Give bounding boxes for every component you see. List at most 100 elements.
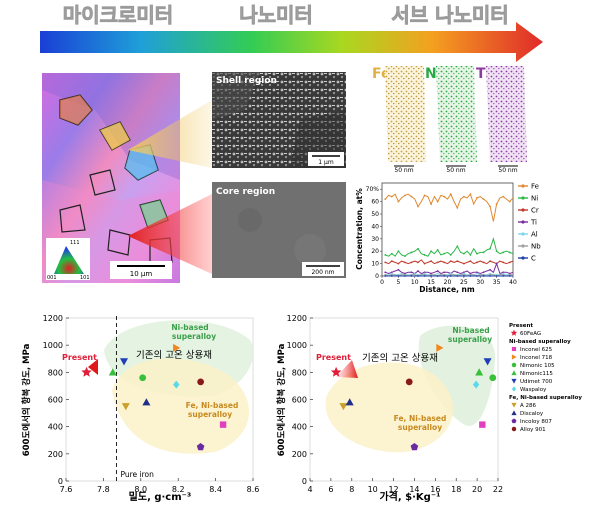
price-xtick-label: 14	[409, 485, 419, 494]
price-xtick-label: 10	[368, 485, 378, 494]
price-ytick-label: 1000	[287, 341, 307, 350]
conc-point-al	[456, 273, 459, 276]
price-ytick-label: 400	[292, 423, 307, 432]
conc-point-cr	[482, 261, 485, 264]
ipf-label-right: 101	[80, 275, 90, 281]
conc-point-ni	[397, 250, 400, 253]
core-region-title: Core region	[216, 187, 275, 197]
conc-point-nb	[489, 273, 491, 276]
conc-point-ni	[476, 252, 478, 255]
density-xtick-label: 8.4	[209, 485, 222, 494]
conc-point-fe	[456, 206, 459, 209]
conc-point-c	[390, 275, 393, 277]
conc-point-ni	[430, 250, 433, 253]
conc-xtick-label: 15	[427, 279, 435, 286]
conc-point-c	[456, 275, 459, 277]
conc-point-al	[462, 272, 465, 275]
conc-ytick-label: 20	[371, 248, 379, 255]
conc-point-ni	[404, 255, 406, 258]
conc-point-cr	[476, 261, 478, 264]
legend-marker-nimonic115	[511, 370, 517, 376]
legend-label-inconel-625: Inconel 625	[520, 347, 553, 353]
legend-label-incoloy-807: Incoloy 807	[520, 419, 552, 425]
conc-legend-label-fe: Fe	[531, 183, 539, 191]
shell-region-image: Shell region 1 μm	[212, 72, 346, 168]
price-fe-region	[325, 362, 454, 453]
price-xtick-label: 4	[307, 485, 312, 494]
density-point-inconel-718	[173, 343, 181, 352]
density-point-waspaloy	[173, 380, 180, 389]
conc-point-cr	[456, 260, 459, 263]
conc-point-fe	[482, 198, 485, 201]
conc-point-ni	[456, 245, 459, 248]
legend-marker-nimonic-105	[511, 362, 517, 368]
conc-xtick-label: 0	[380, 279, 384, 286]
conc-point-cr	[397, 262, 400, 265]
density-point-alloy-901	[197, 378, 205, 386]
conc-point-al	[476, 272, 478, 275]
conc-point-nb	[384, 273, 387, 276]
conc-point-fe	[443, 195, 446, 198]
conc-point-fe	[462, 195, 465, 198]
density-point-nimonic115	[108, 368, 117, 376]
conc-point-al	[417, 273, 419, 276]
legend-label-discaloy: Discaloy	[520, 411, 544, 417]
conc-point-cr	[430, 260, 433, 263]
conc-legend-marker-al	[521, 232, 525, 236]
density-point-nimonic-105	[139, 374, 147, 382]
conc-point-fe	[430, 203, 433, 205]
conc-point-nb	[482, 273, 485, 276]
price-point-a-286	[339, 403, 348, 411]
conc-xtick-label: 35	[493, 279, 501, 286]
price-present-arrow	[336, 360, 358, 378]
conc-point-ni	[469, 254, 472, 256]
conc-point-al	[495, 273, 498, 276]
density-xtick-label: 8.2	[172, 485, 185, 494]
conc-legend-label-ni: Ni	[531, 195, 538, 203]
apt-map-ni	[436, 66, 477, 162]
conc-point-fe	[508, 200, 511, 203]
scale-label-nanometer: 나노미터	[239, 3, 313, 27]
conc-legend-marker-fe	[521, 184, 525, 188]
conc-point-c	[397, 275, 400, 277]
conc-point-ti	[469, 272, 472, 275]
conc-point-fe	[495, 203, 498, 205]
conc-point-c	[417, 275, 419, 277]
density-fe-region	[112, 358, 250, 454]
conc-point-nb	[404, 273, 406, 276]
conc-point-c	[476, 275, 478, 277]
conc-point-c	[404, 275, 406, 277]
conc-legend-label-cr: Cr	[531, 207, 539, 215]
scale-label-subnanometer: 서브 나노미터	[391, 3, 508, 27]
conc-point-al	[397, 273, 400, 276]
legend-marker-alloy-901	[511, 426, 517, 432]
price-xtick-label: 6	[328, 485, 333, 494]
conc-point-ni	[449, 254, 452, 256]
conc-point-cr	[436, 261, 439, 264]
density-point-a-286	[121, 403, 130, 411]
price-chart: 600도에서의 항복 강도, MPa 4 6 8 10 12 14 16 18 20 22 0 200…	[276, 314, 503, 503]
density-point-discaloy	[142, 398, 151, 406]
conc-point-c	[430, 275, 433, 277]
apt-map-fe	[385, 66, 426, 162]
legend-marker-60feag	[510, 329, 518, 336]
conc-point-fe	[469, 193, 472, 196]
conc-point-cr	[417, 261, 419, 264]
conc-xtick-label: 30	[476, 279, 484, 286]
conc-point-ti	[404, 272, 406, 275]
marker-legend: Present 60FeAG Ni-based superalloy Inconel …	[509, 323, 582, 433]
price-point-inconel-718	[436, 343, 444, 352]
conc-ytick-label: 30	[371, 236, 379, 243]
price-xtick-label: 22	[493, 485, 503, 494]
ebsd-scale-label: 10 μm	[130, 270, 153, 278]
conc-point-ni	[410, 251, 413, 254]
legend-label-a-286: A 286	[520, 403, 537, 409]
price-xtick-label: 18	[451, 485, 461, 494]
conc-point-cr	[423, 262, 426, 265]
ipf-label-left: 001	[47, 275, 57, 281]
conc-point-ni	[508, 251, 511, 254]
conc-point-fe	[436, 200, 439, 203]
conc-point-ni	[482, 251, 485, 254]
conc-point-ti	[495, 262, 498, 265]
